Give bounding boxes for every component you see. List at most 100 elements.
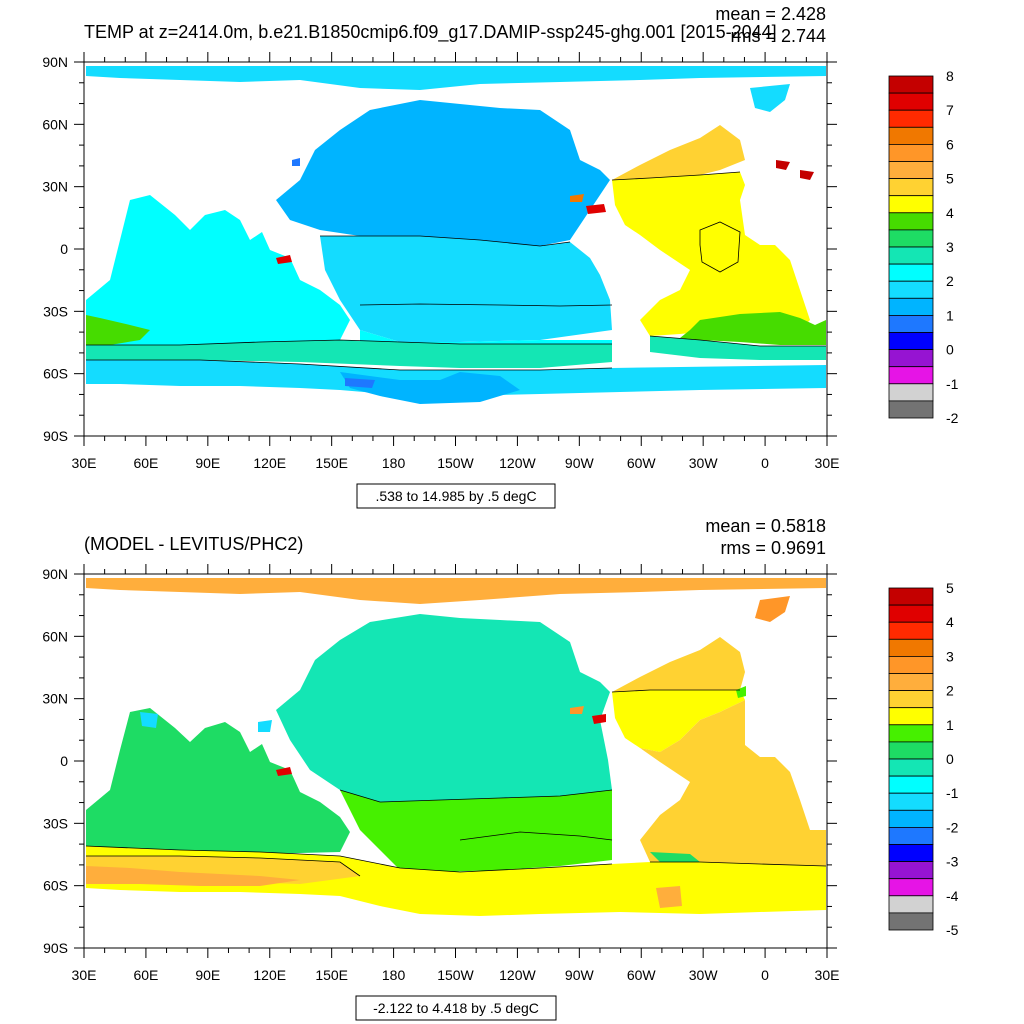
colorbar-swatch	[888, 178, 934, 197]
ocean-north-pacific	[276, 614, 612, 802]
colorbar-swatch	[888, 212, 934, 231]
contour-line	[611, 689, 740, 693]
colorbar-label: -5	[946, 922, 959, 938]
colorbar-label: 2	[946, 273, 954, 289]
ocean-atlantic-yellow	[612, 690, 745, 752]
colorbar-swatch	[888, 792, 934, 811]
x-tick-label: 120E	[253, 967, 286, 983]
ocean-indian	[86, 708, 350, 856]
panel-title: TEMP at z=2414.0m, b.e21.B1850cmip6.f09_…	[84, 22, 777, 43]
colorbar-swatch	[888, 878, 934, 897]
x-tick-label: 60E	[133, 455, 158, 471]
ocean-arctic	[86, 578, 826, 604]
x-tick-label: 90W	[565, 455, 595, 471]
colorbar-swatch	[888, 656, 934, 674]
y-tick-label: 90S	[43, 940, 68, 956]
map-plot-area	[83, 573, 828, 949]
map-plot-area	[83, 61, 828, 437]
colorbar-swatch	[888, 314, 934, 333]
x-tick-label: 30E	[815, 455, 840, 471]
x-tick-label: 90E	[195, 455, 220, 471]
contour-line	[86, 359, 613, 371]
x-tick-label: 90E	[195, 967, 220, 983]
colorbar-swatch	[888, 707, 934, 726]
blob-blue-1	[258, 720, 272, 732]
contour-line	[85, 845, 613, 873]
ocean-atlantic-south-outer	[650, 336, 826, 360]
colorbar-label: 5	[946, 580, 954, 596]
y-tick-label: 30N	[42, 179, 68, 195]
colorbar-swatch	[888, 844, 934, 863]
x-tick-label: 30W	[689, 967, 719, 983]
colorbar-swatch	[888, 758, 934, 777]
contour-line	[611, 171, 741, 181]
blob-orange-1	[570, 706, 584, 714]
panel-title: (MODEL - LEVITUS/PHC2)	[84, 534, 303, 554]
contour-line	[86, 855, 361, 877]
colorbar: 8 7 6 5 4 3 2 1 0 -1 -2	[888, 68, 959, 426]
panel-top: TEMP at z=2414.0m, b.e21.B1850cmip6.f09_…	[42, 4, 959, 509]
colorbar-swatch	[888, 895, 934, 914]
colorbar-swatch	[888, 724, 934, 743]
colorbar-swatch	[888, 297, 934, 316]
colorbar-label: 2	[946, 683, 954, 699]
x-tick-label: 180	[382, 455, 406, 471]
ocean-antarctic-shelf	[340, 372, 520, 404]
colorbar-label: 0	[946, 751, 954, 767]
colorbar-swatch	[888, 861, 934, 880]
colorbar-swatch	[888, 246, 934, 265]
x-tick-label: 30W	[689, 455, 719, 471]
x-tick-label: 60W	[627, 967, 657, 983]
contour-line	[459, 831, 613, 841]
colorbar-swatch	[888, 195, 934, 214]
colorbar-swatch	[888, 638, 934, 657]
colorbar-swatch	[888, 912, 934, 931]
contour-line	[699, 221, 741, 273]
y-tick-label: 90S	[43, 428, 68, 444]
y-tick-label: 0	[60, 753, 68, 769]
x-tick-label: 120W	[499, 455, 536, 471]
contour-line	[86, 339, 612, 346]
colorbar-label: 6	[946, 136, 954, 152]
ocean-arctic	[86, 66, 826, 90]
ocean-indian	[86, 195, 350, 345]
x-tick-label: 150W	[437, 967, 474, 983]
y-tick-label: 60S	[43, 366, 68, 382]
colorbar-swatch	[888, 229, 934, 248]
x-tick-label: 60E	[133, 967, 158, 983]
colorbar-swatch	[888, 161, 934, 180]
colorbar-swatch	[888, 109, 934, 128]
ocean-atlantic-north	[612, 637, 745, 692]
blob-red-1	[276, 255, 292, 264]
colorbar-label: 5	[946, 171, 954, 187]
colorbar-swatch	[888, 383, 934, 402]
blob-cyan-1	[140, 712, 158, 728]
colorbar-swatch	[888, 741, 934, 760]
y-tick-label: 30S	[43, 815, 68, 831]
ocean-south-orange	[656, 886, 682, 908]
colorbar-label: 3	[946, 648, 954, 664]
ocean-atlantic-south-band	[680, 312, 826, 345]
y-tick-label: 60N	[42, 628, 68, 644]
ocean-atlantic-green	[650, 852, 700, 862]
panel-bottom: (MODEL - LEVITUS/PHC2) mean = 0.5818 rms…	[42, 516, 959, 1021]
colorbar-swatch	[888, 604, 934, 623]
y-tick-label: 90N	[42, 54, 68, 70]
contour-line	[339, 789, 613, 803]
map-axes: 30E 60E 90E 120E 150E 180 150W 120W 90W 60W 30W 0 30…	[42, 52, 839, 471]
blob-blue-1	[292, 158, 300, 166]
colorbar-label: 1	[946, 717, 954, 733]
colorbar-swatch	[888, 400, 934, 419]
colorbar-label: -2	[946, 410, 959, 426]
range-box	[356, 483, 556, 509]
blob-orange-1	[570, 194, 584, 202]
rms-text: rms = 0.9691	[720, 538, 826, 558]
range-text: .538 to 14.985 by .5 degC	[375, 488, 536, 504]
y-tick-label: 60N	[42, 116, 68, 132]
x-tick-label: 150W	[437, 455, 474, 471]
blob-red-1	[276, 767, 292, 776]
y-tick-label: 30S	[43, 303, 68, 319]
ocean-atlantic-south	[640, 700, 826, 866]
colorbar-label: -3	[946, 854, 959, 870]
contour-line	[320, 235, 571, 247]
